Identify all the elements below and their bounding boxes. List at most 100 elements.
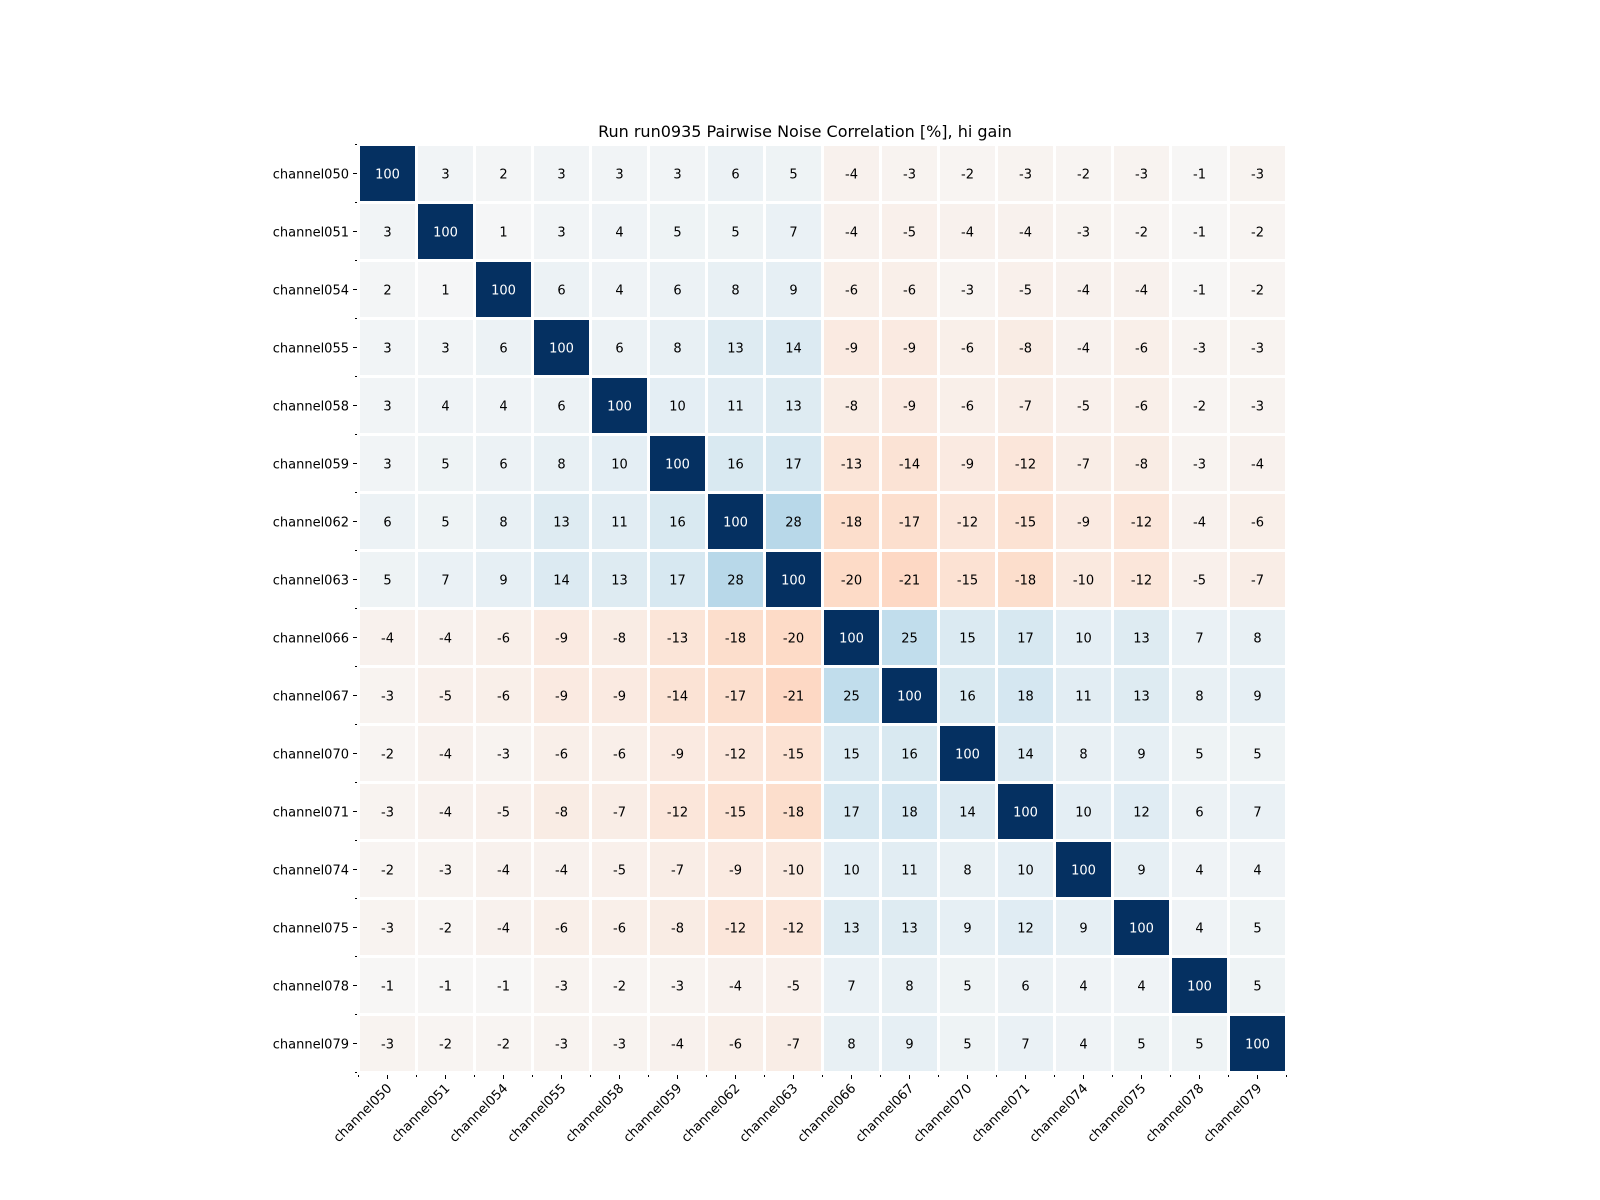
heatmap-cell: [534, 900, 589, 955]
heatmap-cell: [940, 320, 995, 375]
heatmap-cell: [1114, 668, 1169, 723]
heatmap-cell: [998, 842, 1053, 897]
cell-value-label: 3: [557, 168, 565, 183]
heatmap-cell: [998, 610, 1053, 665]
heatmap-cell: [418, 610, 473, 665]
heatmap-cell: [418, 494, 473, 549]
heatmap-cell: [360, 320, 415, 375]
y-tick-label: channel050: [273, 168, 349, 183]
heatmap-cell: [1172, 262, 1227, 317]
heatmap-cell: [1056, 494, 1111, 549]
heatmap-cell: [650, 262, 705, 317]
cell-value-label: -18: [1015, 574, 1036, 589]
cell-value-label: -3: [381, 690, 394, 705]
heatmap-cell: [476, 668, 531, 723]
heatmap-cell: [708, 842, 763, 897]
cell-value-label: -9: [961, 458, 974, 473]
cell-value-label: 11: [901, 864, 918, 879]
heatmap-cell: [534, 204, 589, 259]
heatmap-cell: [1172, 1016, 1227, 1071]
cell-value-label: 2: [499, 168, 507, 183]
cell-value-label: 100: [607, 400, 632, 415]
cell-value-label: 8: [905, 980, 913, 995]
cell-value-label: 6: [557, 400, 565, 415]
heatmap-cell: [1230, 320, 1285, 375]
y-axis: channel050 channel051 channel054 channel055…: [273, 144, 357, 1073]
heatmap-cell: [824, 784, 879, 839]
cell-value-label: -9: [671, 748, 684, 763]
cell-value-label: -9: [555, 632, 568, 647]
heatmap-cell: [1114, 900, 1169, 955]
cell-value-label: -4: [1193, 516, 1206, 531]
heatmap-cell: [882, 842, 937, 897]
cell-value-label: -2: [1251, 284, 1264, 299]
cell-value-label: -2: [1193, 400, 1206, 415]
heatmap-cell: [418, 552, 473, 607]
heatmap-cell: [360, 378, 415, 433]
heatmap-cell: [360, 204, 415, 259]
cell-value-label: 4: [499, 400, 507, 415]
heatmap-cell: [592, 494, 647, 549]
heatmap-cell: [476, 146, 531, 201]
cell-value-label: -6: [555, 748, 568, 763]
heatmap-cell: [476, 1016, 531, 1071]
cell-value-label: 100: [1013, 806, 1038, 821]
heatmap-cell: [1172, 784, 1227, 839]
heatmap-cell: [592, 784, 647, 839]
cell-value-label: -5: [497, 806, 510, 821]
heatmap-cell: [592, 262, 647, 317]
heatmap-cell: [1172, 204, 1227, 259]
heatmap-cell: [650, 552, 705, 607]
cell-value-label: -6: [1135, 342, 1148, 357]
cell-value-label: -14: [667, 690, 688, 705]
cell-value-label: 18: [901, 806, 918, 821]
heatmap-cell: [824, 842, 879, 897]
cell-value-label: -1: [439, 980, 452, 995]
heatmap-cell: [882, 958, 937, 1013]
cell-value-label: 13: [1133, 632, 1150, 647]
heatmap-cell: [650, 146, 705, 201]
heatmap-cell: [360, 842, 415, 897]
heatmap-cell: [882, 378, 937, 433]
heatmap-cell: [476, 552, 531, 607]
cell-value-label: -12: [1131, 516, 1152, 531]
heatmap-cell: [766, 262, 821, 317]
heatmap-cell: [418, 262, 473, 317]
cell-value-label: -12: [783, 922, 804, 937]
y-tick-label: channel051: [273, 226, 349, 241]
heatmap-cell: [1230, 726, 1285, 781]
cell-value-label: 8: [847, 1038, 855, 1053]
cell-value-label: -1: [1193, 168, 1206, 183]
cell-value-label: 3: [383, 226, 391, 241]
heatmap-cell: [766, 726, 821, 781]
heatmap-cell: [1230, 262, 1285, 317]
heatmap-cell: [882, 204, 937, 259]
cell-value-label: 16: [901, 748, 918, 763]
heatmap-cell: [940, 784, 995, 839]
cell-value-label: 12: [1017, 922, 1034, 937]
heatmap-cell: [1114, 552, 1169, 607]
cell-value-label: 13: [785, 400, 802, 415]
heatmap-cell: [592, 668, 647, 723]
y-tick-label: channel071: [273, 806, 349, 821]
cell-value-label: 5: [1253, 980, 1261, 995]
heatmap-cell: [1230, 668, 1285, 723]
cell-value-label: 14: [959, 806, 976, 821]
heatmap-cell: [476, 494, 531, 549]
cell-value-label: -4: [961, 226, 974, 241]
heatmap-cell: [766, 958, 821, 1013]
cell-value-label: -15: [957, 574, 978, 589]
cell-value-label: -5: [787, 980, 800, 995]
cell-value-label: -18: [841, 516, 862, 531]
heatmap-cell: [882, 146, 937, 201]
heatmap-cell: [1172, 610, 1227, 665]
cell-value-label: -6: [845, 284, 858, 299]
cell-value-label: -4: [1077, 342, 1090, 357]
cell-value-label: -12: [725, 922, 746, 937]
cell-value-label: -4: [381, 632, 394, 647]
cell-value-label: -3: [439, 864, 452, 879]
cell-value-label: -6: [497, 690, 510, 705]
cell-value-label: -9: [845, 342, 858, 357]
cell-value-label: 17: [785, 458, 802, 473]
